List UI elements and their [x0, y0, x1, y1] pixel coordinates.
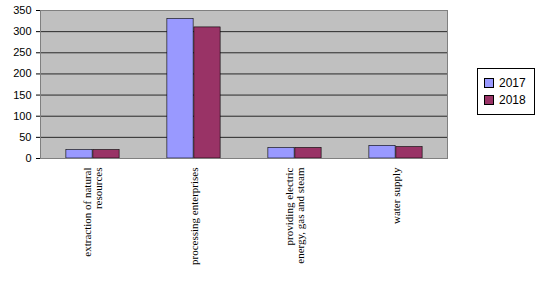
- svg-text:extraction of naturalresources: extraction of naturalresources: [81, 168, 104, 257]
- svg-text:providing electricenergy, gas: providing electricenergy, gas and steam: [283, 167, 306, 264]
- svg-text:100: 100: [13, 110, 31, 122]
- svg-text:water supply: water supply: [390, 167, 402, 224]
- svg-text:0: 0: [25, 152, 31, 164]
- svg-text:150: 150: [13, 89, 31, 101]
- svg-text:200: 200: [13, 67, 31, 79]
- svg-text:250: 250: [13, 46, 31, 58]
- html-text:2017: 2017: [499, 76, 526, 90]
- svg-text:350: 350: [13, 4, 31, 16]
- svg-text:processing enterprises: processing enterprises: [188, 168, 200, 265]
- html-text:2018: 2018: [499, 93, 526, 107]
- svg-text:50: 50: [19, 131, 31, 143]
- svg-text:300: 300: [13, 25, 31, 37]
